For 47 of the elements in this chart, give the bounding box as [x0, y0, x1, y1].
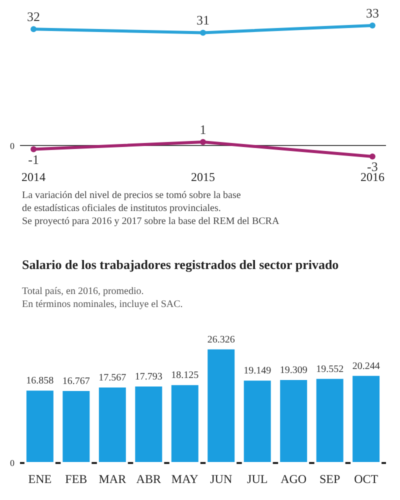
x-tick-label: SEP: [319, 472, 340, 486]
point: [30, 146, 37, 152]
data-label: 1: [200, 122, 206, 137]
text: 0: [10, 141, 15, 151]
chart-subtitle: Total país, en 2016, promedio. En términos nominales, incluye el SAC.: [22, 286, 183, 310]
point: [200, 138, 206, 145]
x-tick-label: MAR: [98, 472, 126, 486]
x-tick-label: JUL: [247, 472, 268, 486]
bar: [133, 384, 164, 464]
point: [200, 30, 206, 36]
chart-title: Salario de los trabajadores registrados del sector privado: [22, 257, 339, 272]
data-label: 17.793: [134, 372, 162, 383]
text: 0: [10, 458, 15, 468]
data-label: 33: [366, 5, 379, 20]
point: [369, 154, 376, 160]
point: [369, 22, 376, 28]
bar: [350, 374, 382, 464]
data-label: 31: [196, 12, 210, 28]
bar: [242, 378, 273, 464]
x-tick-label: 2014: [22, 170, 46, 184]
bar: [169, 383, 200, 464]
data-label: 32: [27, 9, 40, 24]
x-tick-label: JUN: [210, 472, 232, 486]
x-tick-label: ENE: [28, 472, 52, 486]
bar: [206, 347, 237, 464]
x-tick-label: FEB: [65, 472, 88, 486]
data-label: 19.552: [316, 364, 344, 375]
data-label: 19.309: [280, 364, 308, 376]
data-label: -1: [28, 152, 39, 167]
bar: [314, 376, 346, 464]
data-label: 17.567: [98, 372, 126, 384]
data-label: 19.149: [244, 366, 272, 377]
x-tick-label: 2015: [191, 170, 215, 184]
bar: [60, 389, 92, 464]
text: La variación del nivel de precios se tomó sobre la base de estadísticas oficiales de institutos provinciales. Se proyectó para 2016 y 2017 sobre la base del REM del BCRA: [22, 190, 280, 227]
x-tick-label: MAY: [171, 472, 199, 486]
bar: [96, 386, 128, 464]
x-tick-label: OCT: [354, 472, 379, 486]
data-label: 20.244: [352, 360, 380, 372]
bar: [24, 388, 56, 464]
data-label: 16.767: [62, 376, 90, 388]
x-tick-label: ABR: [136, 472, 161, 486]
data-label: 26.326: [207, 334, 235, 346]
point: [30, 26, 37, 32]
data-label: 18.125: [171, 370, 199, 382]
x-tick-label: AGO: [280, 472, 307, 486]
data-label: 16.858: [26, 376, 54, 387]
